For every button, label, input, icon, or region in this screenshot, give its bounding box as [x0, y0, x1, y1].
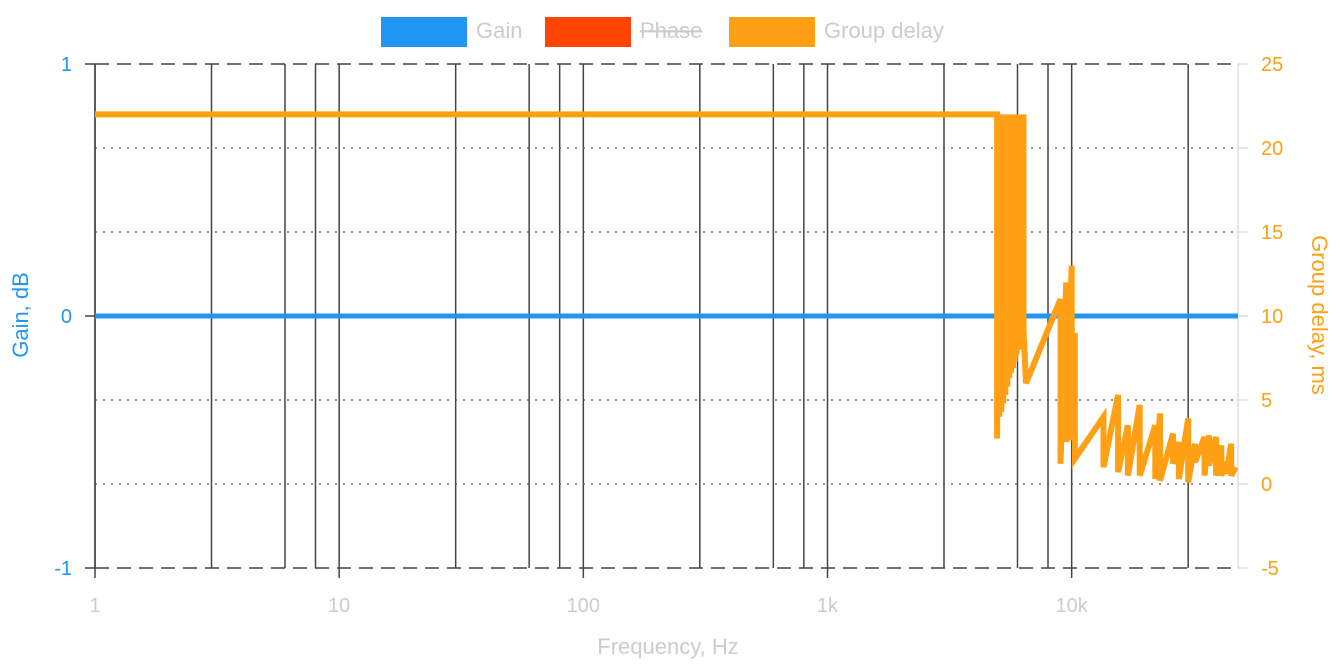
- legend-label-phase: Phase: [640, 18, 702, 43]
- left-tick-label: 0: [61, 306, 72, 328]
- legend-swatch-phase: [545, 17, 631, 47]
- right-tick-label: 20: [1261, 138, 1283, 160]
- x-tick-label: 10: [328, 595, 350, 617]
- x-tick-label: 100: [567, 595, 600, 617]
- right-tick-label: -5: [1261, 558, 1279, 580]
- right-tick-label: 5: [1261, 390, 1272, 412]
- legend-label-group-delay: Group delay: [824, 18, 944, 43]
- right-axis-title: Group delay, ms: [1307, 235, 1332, 395]
- legend-item-phase[interactable]: Phase: [545, 17, 702, 47]
- left-tick-label: 1: [61, 54, 72, 76]
- x-tick-label: 1: [89, 595, 100, 617]
- legend: Gain Phase Group delay: [381, 17, 944, 47]
- right-tick-label: 0: [1261, 474, 1272, 496]
- x-tick-label: 1k: [817, 595, 839, 617]
- right-tick-label: 25: [1261, 54, 1283, 76]
- left-axis-title: Gain, dB: [8, 272, 33, 358]
- series: [95, 111, 1239, 483]
- legend-swatch-gain: [381, 17, 467, 47]
- series-group-delay-line: [95, 111, 1239, 483]
- right-tick-label: 10: [1261, 306, 1283, 328]
- legend-item-group-delay[interactable]: Group delay: [729, 17, 944, 47]
- x-axis-title: Frequency, Hz: [597, 634, 738, 659]
- left-tick-label: -1: [54, 558, 72, 580]
- legend-item-gain[interactable]: Gain: [381, 17, 522, 47]
- legend-swatch-group-delay: [729, 17, 815, 47]
- right-tick-label: 15: [1261, 222, 1283, 244]
- legend-label-gain: Gain: [476, 18, 522, 43]
- x-tick-label: 10k: [1056, 595, 1089, 617]
